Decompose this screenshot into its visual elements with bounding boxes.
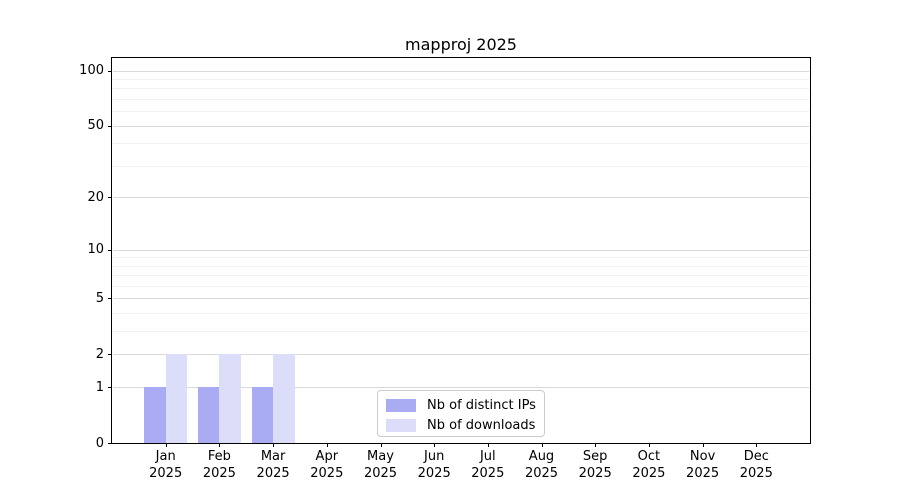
minor-gridline [113, 265, 809, 267]
y-tick-label: 100 [79, 63, 104, 79]
bar-distinct-ips [144, 387, 166, 443]
x-tick-label: Jul 2025 [471, 449, 505, 481]
bar-downloads [165, 354, 188, 443]
x-tick-mark [434, 443, 436, 447]
y-tick-label: 50 [87, 118, 104, 134]
bar-downloads [219, 354, 241, 443]
y-tick-mark [108, 298, 112, 300]
y-tick-label: 2 [95, 346, 104, 362]
minor-gridline [113, 257, 809, 259]
plot-border [111, 57, 811, 444]
y-tick-mark [108, 70, 112, 72]
y-tick-label: 10 [87, 242, 104, 257]
x-tick-label: May 2025 [363, 449, 398, 481]
bar-distinct-ips [197, 387, 220, 443]
x-tick-mark [165, 443, 167, 447]
major-gridline [113, 249, 809, 251]
x-tick-mark [380, 443, 382, 447]
x-tick-mark [648, 443, 650, 447]
x-tick-label: Aug 2025 [524, 449, 559, 481]
x-tick-label: Feb 2025 [202, 449, 236, 481]
y-tick-mark [108, 443, 112, 444]
chart-title: mapproj 2025 [405, 35, 517, 54]
y-tick-mark [108, 125, 112, 127]
major-gridline [113, 298, 809, 300]
major-gridline [113, 197, 809, 199]
x-tick-label: Dec 2025 [739, 449, 773, 481]
legend-item-downloads: Nb of downloads [386, 418, 544, 433]
bar-downloads [273, 354, 295, 443]
x-tick-mark [541, 443, 543, 447]
y-tick-label: 20 [87, 189, 104, 205]
x-tick-label: Oct 2025 [632, 449, 666, 481]
x-tick-label: Jun 2025 [417, 449, 451, 481]
legend: Nb of distinct IPs Nb of downloads [377, 390, 545, 437]
y-tick-mark [108, 249, 112, 251]
minor-gridline [113, 88, 809, 90]
x-tick-mark [702, 443, 704, 447]
minor-gridline [113, 99, 809, 100]
x-tick-mark [219, 443, 221, 447]
legend-item-distinct-ips: Nb of distinct IPs [386, 398, 544, 413]
minor-gridline [113, 331, 809, 333]
y-tick-label: 1 [95, 379, 104, 395]
minor-gridline [113, 313, 809, 315]
y-tick-mark [108, 354, 112, 356]
x-tick-mark [273, 443, 275, 447]
minor-gridline [113, 143, 809, 145]
major-gridline [113, 125, 809, 127]
y-tick-label: 5 [95, 290, 104, 306]
legend-swatch-downloads [386, 419, 416, 432]
x-tick-label: Jan 2025 [149, 449, 183, 481]
major-gridline [113, 70, 809, 72]
x-tick-label: Apr 2025 [310, 449, 344, 481]
x-tick-label: Nov 2025 [686, 449, 720, 481]
x-tick-mark [487, 443, 489, 447]
legend-label-downloads: Nb of downloads [427, 418, 536, 433]
legend-label-distinct-ips: Nb of distinct IPs [427, 398, 536, 413]
minor-gridline [113, 111, 809, 113]
minor-gridline [113, 165, 809, 167]
bar-distinct-ips [251, 387, 274, 443]
minor-gridline [113, 275, 809, 277]
x-tick-mark [595, 443, 597, 447]
y-tick-mark [108, 387, 112, 389]
minor-gridline [113, 286, 809, 287]
minor-gridline [113, 79, 809, 80]
x-tick-label: Sep 2025 [578, 449, 612, 481]
major-gridline [113, 354, 809, 356]
y-tick-mark [108, 197, 112, 199]
x-tick-mark [756, 443, 758, 447]
major-gridline [113, 387, 809, 389]
x-tick-label: Mar 2025 [256, 449, 290, 481]
x-tick-mark [326, 443, 328, 447]
legend-swatch-distinct-ips [386, 399, 416, 412]
y-tick-label: 0 [95, 435, 104, 451]
